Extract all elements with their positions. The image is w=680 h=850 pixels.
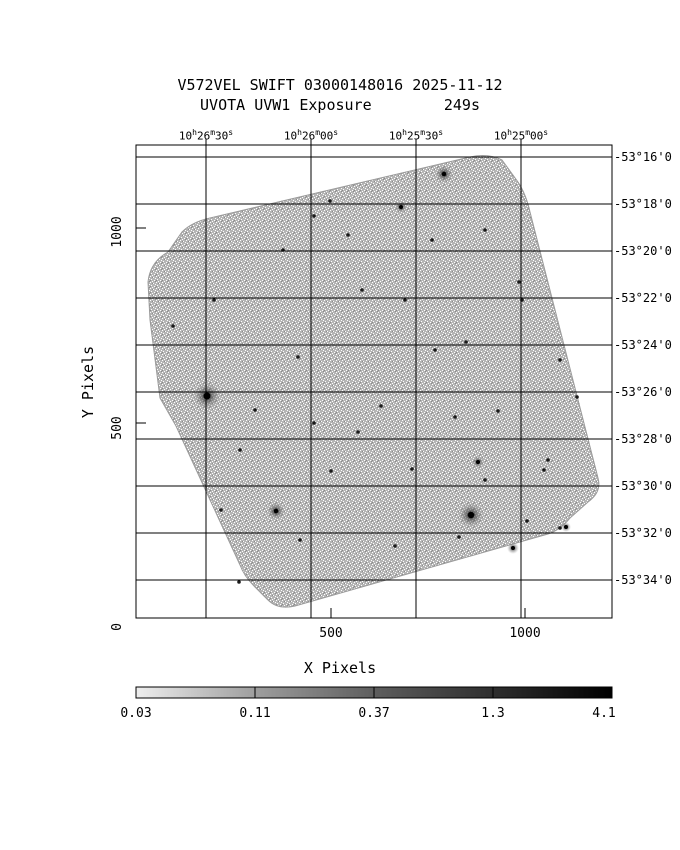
ra-label: 10h26m30s xyxy=(178,128,234,143)
faint-star xyxy=(219,508,223,512)
faint-star xyxy=(496,409,500,413)
faint-star xyxy=(483,478,487,482)
coordinate-grid xyxy=(136,145,612,618)
dec-label: -53°32'0 xyxy=(614,526,672,540)
ra-label: 10h25m00s xyxy=(493,128,549,143)
dec-label: -53°22'0 xyxy=(614,291,672,305)
faint-star xyxy=(237,580,241,584)
faint-star xyxy=(410,467,414,471)
dec-label: -53°16'0 xyxy=(614,150,672,164)
y-tick-label: 500 xyxy=(110,416,125,440)
faint-star xyxy=(433,348,437,352)
colorbar-tick-label: 0.03 xyxy=(120,706,152,721)
faint-star xyxy=(379,404,383,408)
faint-star xyxy=(238,448,242,452)
faint-star xyxy=(356,430,360,434)
exposure-footprint xyxy=(147,155,600,608)
star-core xyxy=(467,511,475,519)
star-core xyxy=(476,460,480,464)
faint-star xyxy=(296,355,300,359)
colorbar-tick-label: 4.1 xyxy=(592,706,616,721)
faint-star xyxy=(298,538,302,542)
faint-star xyxy=(457,535,461,539)
faint-star xyxy=(403,298,407,302)
colorbar-tick-label: 0.37 xyxy=(358,706,390,721)
star-field xyxy=(171,165,579,584)
x-axis-label: X Pixels xyxy=(303,659,377,677)
y-tick-label: 1000 xyxy=(110,216,125,248)
faint-star xyxy=(483,228,487,232)
y-tick-label: 0 xyxy=(110,623,125,631)
faint-star xyxy=(517,280,521,284)
faint-star xyxy=(575,395,579,399)
star-core xyxy=(273,508,279,514)
faint-star xyxy=(464,340,468,344)
faint-star xyxy=(329,469,333,473)
star-core xyxy=(564,525,568,529)
faint-star xyxy=(453,415,457,419)
image-title: V572VEL SWIFT 03000148016 2025-11-12 xyxy=(177,76,503,94)
faint-star xyxy=(312,214,316,218)
faint-star xyxy=(546,458,550,462)
axis-ticks xyxy=(136,139,526,619)
image-subtitle: UVOTA UVW1 Exposure 249s xyxy=(200,96,480,114)
faint-star xyxy=(253,408,257,412)
dec-label: -53°26'0 xyxy=(614,385,672,399)
faint-star xyxy=(360,288,364,292)
faint-star xyxy=(393,544,397,548)
faint-star xyxy=(430,238,434,242)
star-core xyxy=(399,205,403,209)
ra-label: 10h26m00s xyxy=(283,128,339,143)
star-core xyxy=(511,546,515,550)
colorbar-tick-label: 1.3 xyxy=(481,706,505,721)
plot-frame xyxy=(135,144,613,619)
faint-star xyxy=(525,519,529,523)
dec-label: -53°18'0 xyxy=(614,197,672,211)
x-tick-label: 1000 xyxy=(509,626,541,641)
colorbar-tick-label: 0.11 xyxy=(239,706,271,721)
faint-star xyxy=(346,233,350,237)
colorbar-ticks xyxy=(254,687,494,698)
dec-label: -53°34'0 xyxy=(614,573,672,587)
faint-star xyxy=(558,526,562,530)
faint-star xyxy=(312,421,316,425)
dec-label: -53°24'0 xyxy=(614,338,672,352)
dec-label: -53°28'0 xyxy=(614,432,672,446)
y-axis-label: Y Pixels xyxy=(79,345,97,419)
faint-star xyxy=(328,199,332,203)
faint-star xyxy=(558,358,562,362)
star-core xyxy=(203,392,211,400)
dec-label: -53°20'0 xyxy=(614,244,672,258)
dec-label: -53°30'0 xyxy=(614,479,672,493)
ra-label: 10h25m30s xyxy=(388,128,444,143)
star-core xyxy=(441,171,447,177)
faint-star xyxy=(171,324,175,328)
faint-star xyxy=(542,468,546,472)
faint-star xyxy=(212,298,216,302)
x-tick-label: 500 xyxy=(319,626,343,641)
